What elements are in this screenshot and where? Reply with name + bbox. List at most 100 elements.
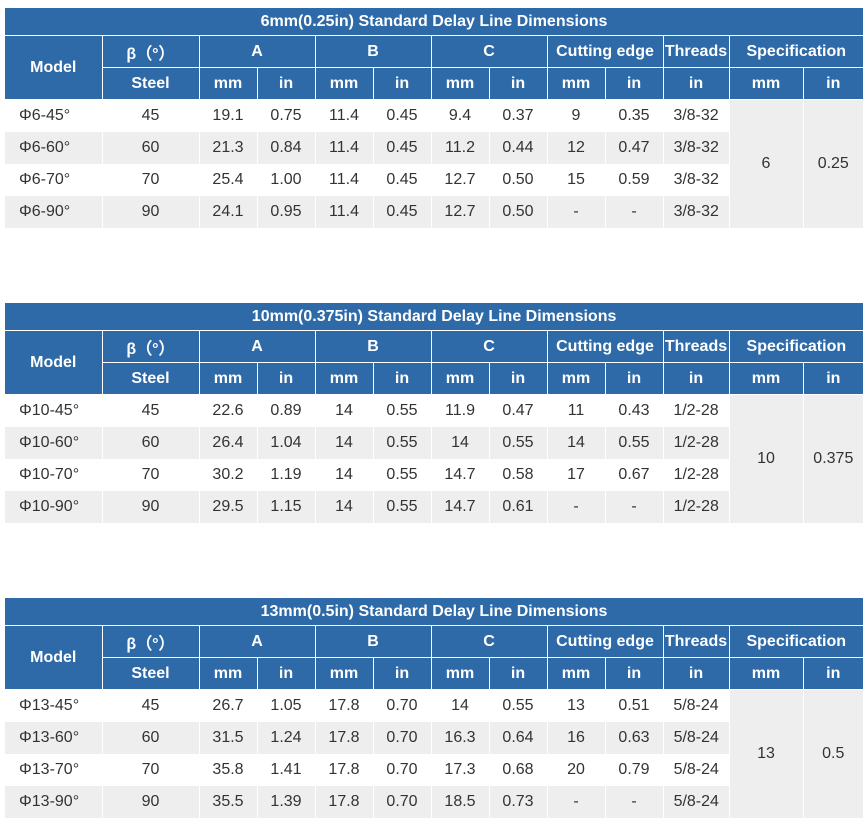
threads-in-subheader: in [663, 67, 730, 100]
cutting-edge-mm-cell: 12 [547, 132, 606, 164]
model-cell: Φ6-70° [5, 164, 103, 196]
beta-cell: 60 [102, 427, 200, 459]
a-mm-cell: 31.5 [199, 722, 258, 754]
cutting-edge-in-subheader: in [605, 67, 664, 100]
c-mm-cell: 12.7 [431, 196, 490, 228]
cutting-edge-in-cell: 0.63 [605, 722, 664, 754]
spec-in-cell: 0.5 [803, 689, 864, 818]
a-mm-cell: 22.6 [199, 394, 258, 427]
threads-cell: 1/2-28 [663, 491, 729, 523]
spec-mm-cell: 10 [729, 394, 804, 523]
c-in-subheader: in [489, 657, 548, 690]
a-mm-cell: 21.3 [199, 132, 258, 164]
c-in-cell: 0.58 [489, 459, 548, 491]
a-mm-subheader: mm [199, 657, 258, 690]
cutting-edge-mm-cell: - [547, 491, 606, 523]
threads-cell: 5/8-24 [663, 754, 729, 786]
a-mm-cell: 35.8 [199, 754, 258, 786]
c-mm-cell: 11.2 [431, 132, 490, 164]
cutting-edge-mm-cell: 9 [547, 99, 606, 132]
a-in-cell: 1.24 [257, 722, 316, 754]
c-in-cell: 0.37 [489, 99, 548, 132]
c-mm-cell: 14.7 [431, 459, 490, 491]
threads-cell: 3/8-32 [663, 132, 729, 164]
c-in-cell: 0.68 [489, 754, 548, 786]
c-header: C [431, 625, 548, 658]
c-in-cell: 0.50 [489, 196, 548, 228]
delay-line-table-0: 6mm(0.25in) Standard Delay Line Dimensio… [5, 8, 864, 228]
b-in-cell: 0.45 [373, 132, 432, 164]
delay-line-table-1: 10mm(0.375in) Standard Delay Line Dimens… [5, 303, 864, 523]
model-cell: Φ6-45° [5, 99, 103, 132]
cutting-edge-in-cell: - [605, 491, 664, 523]
model-cell: Φ13-70° [5, 754, 103, 786]
cutting-edge-in-cell: 0.79 [605, 754, 664, 786]
dimensions-table: 10mm(0.375in) Standard Delay Line Dimens… [5, 303, 864, 523]
spec-in-cell: 0.375 [803, 394, 864, 523]
b-header: B [315, 35, 432, 68]
b-header: B [315, 625, 432, 658]
c-mm-cell: 12.7 [431, 164, 490, 196]
c-mm-cell: 18.5 [431, 786, 490, 818]
c-in-cell: 0.47 [489, 394, 548, 427]
b-mm-cell: 14 [315, 459, 374, 491]
table-row: Φ13-45° 45 26.7 1.05 17.8 0.70 14 0.55 13 0.51 5/8… [5, 689, 864, 818]
cutting-edge-mm-subheader: mm [547, 67, 606, 100]
beta-cell: 45 [102, 394, 200, 427]
b-in-subheader: in [373, 657, 432, 690]
cutting-edge-header: Cutting edge [547, 625, 664, 658]
spec-mm-cell: 6 [729, 99, 804, 228]
beta-cell: 45 [102, 689, 200, 722]
c-mm-cell: 17.3 [431, 754, 490, 786]
model-header: Model [5, 330, 103, 395]
spec-in-subheader: in [803, 657, 864, 690]
steel-subheader: Steel [102, 657, 200, 690]
model-cell: Φ6-90° [5, 196, 103, 228]
specification-header: Specification [729, 625, 864, 658]
b-mm-cell: 17.8 [315, 754, 374, 786]
delay-line-table-2: 13mm(0.5in) Standard Delay Line Dimensio… [5, 598, 864, 818]
c-in-subheader: in [489, 67, 548, 100]
c-mm-subheader: mm [431, 657, 490, 690]
a-in-cell: 1.04 [257, 427, 316, 459]
a-in-subheader: in [257, 657, 316, 690]
beta-cell: 60 [102, 722, 200, 754]
cutting-edge-in-cell: 0.55 [605, 427, 664, 459]
table-row: Φ13-70° 70 35.8 1.41 17.8 0.70 17.3 0.68 20 0.79 5… [5, 754, 863, 786]
threads-header: Threads [663, 625, 730, 658]
table-title: 13mm(0.5in) Standard Delay Line Dimensio… [5, 598, 864, 626]
c-in-cell: 0.61 [489, 491, 548, 523]
a-in-cell: 0.75 [257, 99, 316, 132]
cutting-edge-in-cell: 0.47 [605, 132, 664, 164]
c-in-cell: 0.55 [489, 427, 548, 459]
c-in-subheader: in [489, 362, 548, 395]
specification-header: Specification [729, 330, 864, 363]
table-title: 10mm(0.375in) Standard Delay Line Dimens… [5, 303, 864, 331]
a-mm-cell: 19.1 [199, 99, 258, 132]
c-mm-cell: 14 [431, 427, 490, 459]
cutting-edge-in-cell: - [605, 196, 664, 228]
b-mm-cell: 17.8 [315, 689, 374, 722]
a-in-subheader: in [257, 362, 316, 395]
steel-subheader: Steel [102, 362, 200, 395]
c-in-cell: 0.73 [489, 786, 548, 818]
threads-cell: 3/8-32 [663, 196, 729, 228]
b-mm-cell: 14 [315, 427, 374, 459]
table-title: 6mm(0.25in) Standard Delay Line Dimensio… [5, 8, 864, 36]
b-mm-cell: 14 [315, 394, 374, 427]
a-header: A [199, 330, 316, 363]
cutting-edge-mm-cell: 14 [547, 427, 606, 459]
table-row: Φ10-70° 70 30.2 1.19 14 0.55 14.7 0.58 17 0.67 1/2… [5, 459, 863, 491]
c-in-cell: 0.55 [489, 689, 548, 722]
b-header: B [315, 330, 432, 363]
threads-header: Threads [663, 35, 730, 68]
beta-header: β（°） [102, 625, 200, 658]
table-row: Φ10-45° 45 22.6 0.89 14 0.55 11.9 0.47 11 0.43 1/2… [5, 394, 864, 523]
a-mm-cell: 30.2 [199, 459, 258, 491]
model-cell: Φ6-60° [5, 132, 103, 164]
cutting-edge-mm-subheader: mm [547, 362, 606, 395]
model-header: Model [5, 35, 103, 100]
a-in-cell: 1.00 [257, 164, 316, 196]
table-row: Φ6-60° 60 21.3 0.84 11.4 0.45 11.2 0.44 12 0.47 3/… [5, 132, 863, 164]
threads-cell: 5/8-24 [663, 786, 729, 818]
